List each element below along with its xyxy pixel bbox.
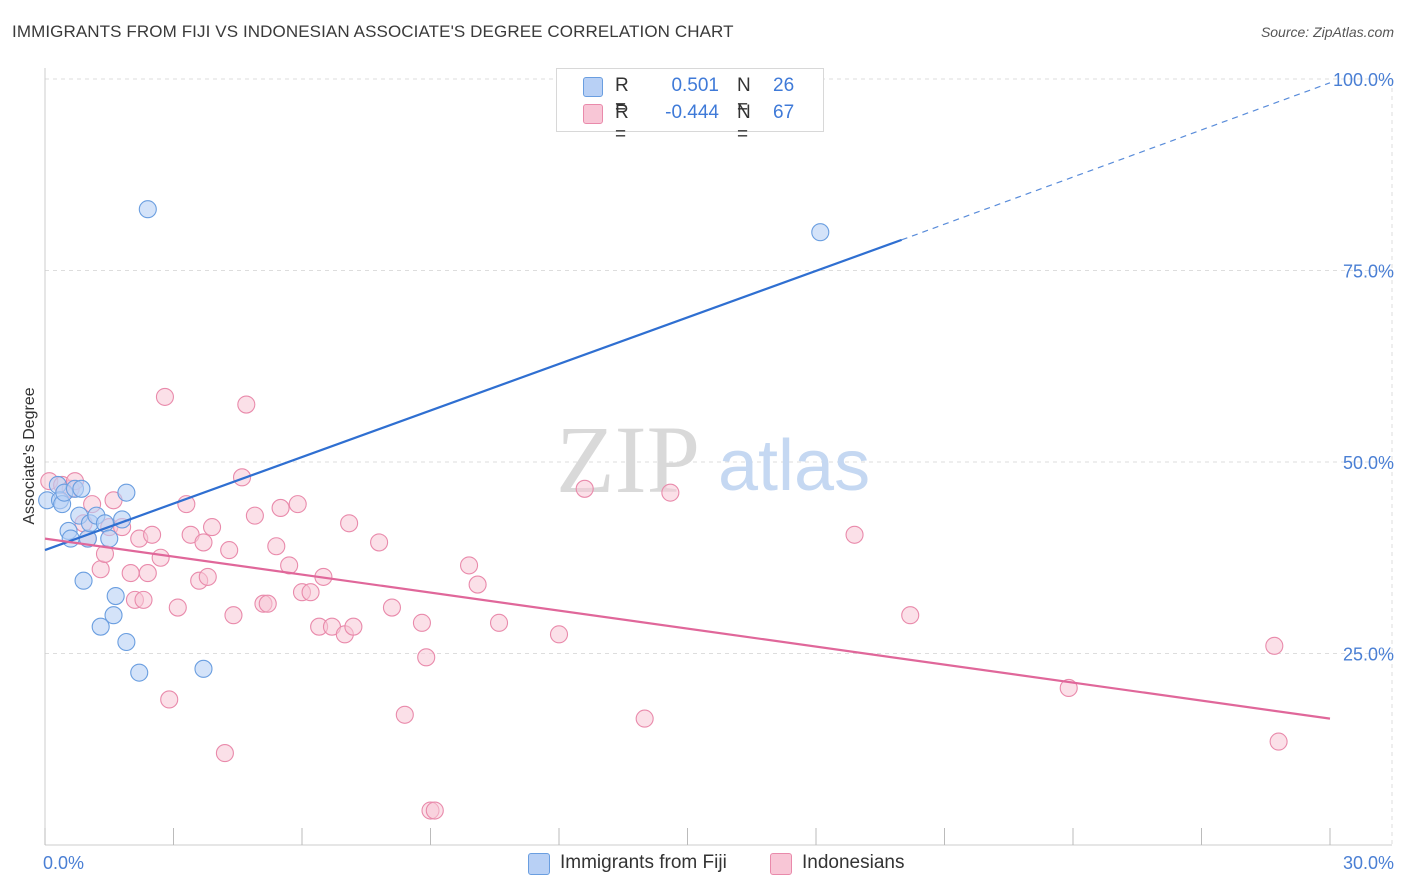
indonesians-point [382,598,402,617]
fiji-swatch [583,77,603,97]
indonesians-point [344,617,363,636]
y-tick-labels: 25.0% 50.0% 75.0% 100.0% [1333,70,1394,665]
indonesians-point [160,690,179,709]
chart-title: IMMIGRANTS FROM FIJI VS INDONESIAN ASSOC… [12,22,734,41]
legend-r-value: 0.501 [671,75,719,96]
fiji-points [38,200,830,682]
indonesians-legend-label: Indonesians [802,852,905,873]
indonesians-point [155,387,174,406]
indonesians-swatch [583,104,603,124]
indonesians-point [417,648,436,667]
fiji-trend-extension [901,82,1331,241]
indonesians-point [232,468,252,487]
indonesians-point [575,479,594,498]
fiji-point [91,617,110,636]
indonesians-point [143,525,162,544]
legend-n-label: N = [737,75,751,118]
indonesians-point [549,625,569,644]
correlation-legend: R = 0.501 N = 26 R = -0.444 N = 67 [556,68,824,145]
indonesians-point [215,744,234,763]
indonesians-point [194,533,213,552]
legend-n-value: 26 [773,75,795,96]
x-tick-label: 30.0% [1343,853,1394,873]
indonesians-point [901,606,920,625]
legend-r-value: -0.444 [665,102,719,123]
y-tick-label: 25.0% [1343,645,1394,665]
watermark: ZIP atlas [556,406,870,513]
indonesians-point [468,575,487,594]
indonesians-point [1265,636,1284,655]
indonesians-point [1059,678,1078,698]
watermark-zip: ZIP [556,406,700,513]
indonesians-point [237,395,256,414]
indonesians-point [168,598,187,617]
indonesians-point [395,705,414,724]
fiji-trend-line [44,238,903,552]
indonesians-point [203,518,222,537]
indonesians-point [370,533,389,552]
fiji-point [117,632,136,652]
y-tick-label: 100.0% [1333,70,1394,90]
fiji-point [104,606,123,625]
indonesians-point [635,709,654,728]
source-label: Source: ZipAtlas.com [1260,24,1394,40]
indonesians-point [138,564,157,583]
indonesians-point [151,548,170,567]
indonesians-point [121,564,140,583]
legend-r-label: R = [615,75,629,118]
indonesians-point [198,567,217,586]
fiji-point [194,659,213,678]
legend-n-value: 67 [773,102,795,123]
axes [44,68,1392,846]
indonesians-point [489,613,509,632]
indonesians-point [224,606,243,625]
grid-lines [45,78,1393,845]
legend-r-label: R = [615,102,629,145]
legend-n-label: N = [737,102,751,145]
x-tick-label: 0.0% [43,853,84,873]
y-tick-label: 75.0% [1343,262,1394,282]
fiji-point [811,223,830,242]
indonesians-point [258,594,277,613]
indonesians-trend-line [44,537,1331,720]
indonesians-point [845,525,864,544]
indonesians-point [267,537,286,556]
indonesians-point [91,560,110,579]
indonesians-point [220,541,239,560]
indonesians-point [425,801,444,820]
indonesians-point [245,506,264,525]
indonesians-point [412,613,431,632]
fiji-point [72,479,91,498]
x-tick-labels: 0.0% 30.0% [43,853,1394,873]
fiji-point [100,529,119,548]
y-axis-label: Associate's Degree [21,387,38,524]
fiji-point [74,571,93,590]
indonesians-point [1269,732,1288,751]
indonesians-point [288,495,307,514]
fiji-point [106,586,125,606]
indonesians-point [271,498,290,518]
y-tick-label: 50.0% [1343,453,1394,473]
indonesians-point [340,514,359,533]
fiji-point [138,200,157,219]
indonesians-point [459,556,479,575]
trend-lines [44,82,1331,720]
fiji-legend-label: Immigrants from Fiji [560,852,727,873]
indonesians-point [301,583,320,602]
fiji-point [130,663,149,682]
indonesians-legend-swatch [770,853,792,875]
indonesians-point [134,590,153,609]
fiji-point [117,483,136,502]
indonesians-point [661,483,680,502]
fiji-legend-swatch [528,853,550,875]
watermark-atlas: atlas [718,426,870,506]
